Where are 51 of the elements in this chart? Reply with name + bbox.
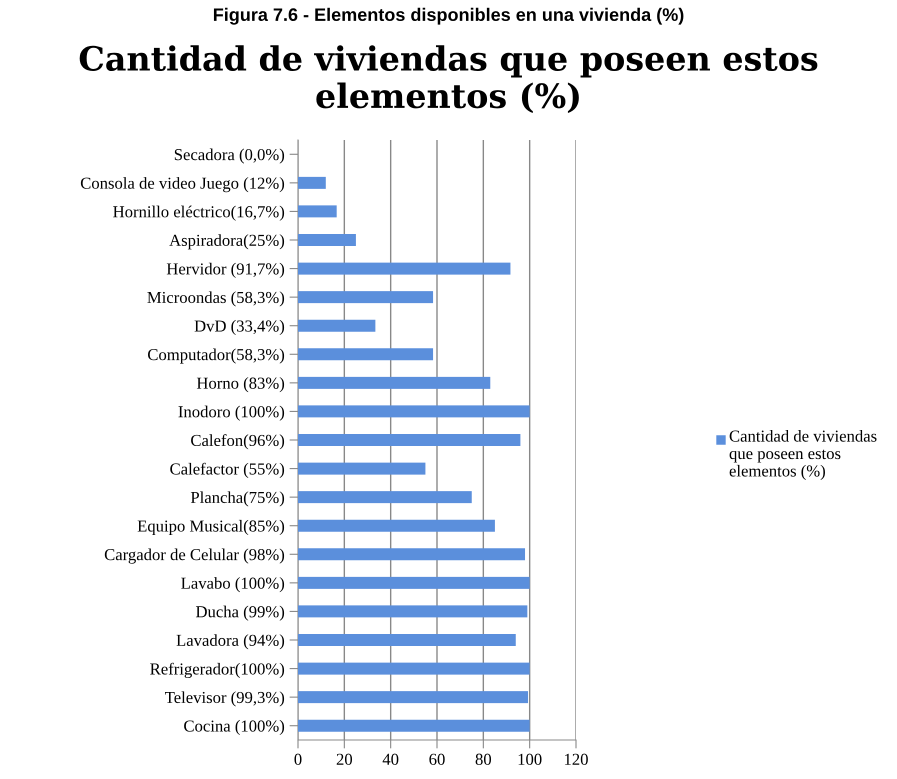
y-tick-label: Refrigerador(100%) xyxy=(150,662,284,678)
bar xyxy=(298,605,528,618)
y-tick-label: Computador(58,3%) xyxy=(148,348,284,364)
bar xyxy=(298,691,528,704)
y-tick-label: Ducha (99%) xyxy=(196,606,284,621)
bar xyxy=(298,291,434,304)
bar xyxy=(298,720,530,732)
y-tick-label: Secadora (0,0%) xyxy=(174,148,284,164)
bar xyxy=(298,262,510,275)
y-tick-label: Lavabo (100%) xyxy=(181,577,284,592)
x-tick-label: 60 xyxy=(429,754,445,765)
bar xyxy=(298,662,530,675)
bar xyxy=(298,462,426,475)
legend-label: Cantidad de viviendas que poseen estos elementos (%) xyxy=(730,430,877,480)
y-tick-label: Horno (83%) xyxy=(196,377,284,392)
bar xyxy=(298,634,516,646)
y-tick-label: Hornillo eléctrico(16,7%) xyxy=(113,206,284,221)
x-tick-label: 120 xyxy=(564,754,588,765)
bar xyxy=(298,320,376,332)
bar xyxy=(298,205,337,218)
y-tick-label: Plancha(75%) xyxy=(190,491,284,506)
x-tick-label: 100 xyxy=(518,754,542,765)
x-tick-label: 40 xyxy=(382,754,398,765)
x-tick-label: 20 xyxy=(336,754,352,765)
y-tick-label: Microondas (58,3%) xyxy=(147,291,284,306)
bar xyxy=(298,434,520,446)
bar xyxy=(298,548,526,560)
y-tick-label: Hervidor (91,7%) xyxy=(166,262,284,278)
x-tick-label: 0 xyxy=(294,754,302,765)
y-tick-label: Calefactor (55%) xyxy=(170,462,284,478)
bar xyxy=(298,491,472,504)
bar xyxy=(298,376,490,389)
y-tick-label: Televisor (99,3%) xyxy=(165,691,284,706)
y-tick-label: Consola de video Juego (12%) xyxy=(80,177,284,192)
bar xyxy=(298,234,356,246)
x-tick-label: 80 xyxy=(476,754,492,765)
y-tick-label: DvD (33,4%) xyxy=(194,320,284,336)
y-tick-label: Inodoro (100%) xyxy=(178,406,284,421)
bar xyxy=(298,405,530,418)
text: Figura 7.6 - Elementos disponibles en una vivienda (%) xyxy=(214,8,684,25)
y-tick-label: Calefon(96%) xyxy=(191,434,284,450)
bar xyxy=(298,576,530,589)
y-tick-label: Equipo Musical(85%) xyxy=(138,520,284,536)
bar xyxy=(298,520,495,532)
y-tick-label: Cocina (100%) xyxy=(184,720,284,736)
bar xyxy=(298,176,326,189)
chart-title: Cantidad de viviendas que poseen estos elementos (%) xyxy=(80,45,818,114)
y-tick-label: Aspiradora(25%) xyxy=(169,234,284,250)
y-tick-label: Cargador de Celular (98%) xyxy=(104,548,284,564)
bar xyxy=(298,348,434,360)
y-tick-label: Lavadora (94%) xyxy=(176,634,284,650)
